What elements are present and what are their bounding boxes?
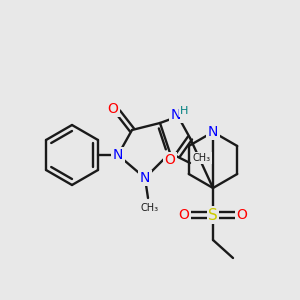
Text: N: N (171, 108, 181, 122)
Text: CH₃: CH₃ (193, 153, 211, 163)
Text: S: S (208, 208, 218, 223)
Text: N: N (113, 148, 123, 162)
Text: N: N (140, 171, 150, 185)
Text: CH₃: CH₃ (141, 203, 159, 213)
Text: O: O (178, 208, 189, 222)
Text: N: N (208, 125, 218, 139)
Text: O: O (237, 208, 248, 222)
Text: O: O (165, 153, 176, 167)
Text: H: H (180, 106, 188, 116)
Text: O: O (108, 102, 118, 116)
